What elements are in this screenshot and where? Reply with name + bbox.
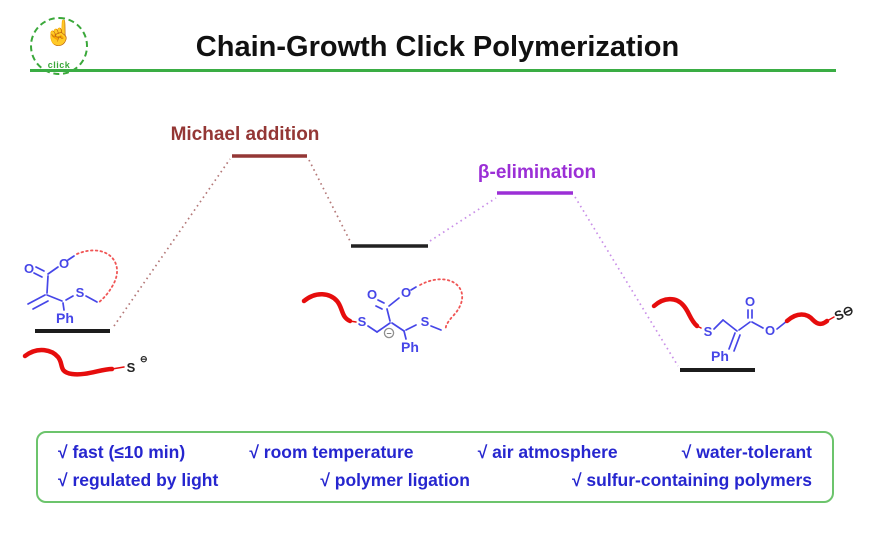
connector-ts1-to-intermediate (308, 159, 351, 242)
intermediate-phenyl-label: Ph (401, 339, 419, 355)
features-row-2: √ regulated by light √ polymer ligation … (38, 470, 832, 491)
product-carbonyl-O-label: O (745, 294, 755, 309)
thiolate-charge: ⊖ (140, 354, 148, 364)
header-divider (30, 69, 836, 72)
feature-polymer-ligation: √ polymer ligation (320, 470, 470, 490)
polymer-chain-red (301, 292, 353, 324)
energy-diagram: Michael addition β-elimination O O Ph S … (22, 124, 856, 377)
page-title: Chain-Growth Click Polymerization (195, 31, 680, 63)
feature-air-atmosphere: √ air atmosphere (477, 442, 618, 462)
intermediate-S-right-label: S (421, 314, 430, 329)
carbanion-charge: − (386, 329, 391, 339)
feature-room-temperature: √ room temperature (249, 442, 414, 462)
monomer-ring-arc (76, 249, 118, 304)
thiolate-S-label: S (127, 360, 136, 375)
beta-elimination-label: β-elimination (478, 162, 596, 183)
feature-fast: √ fast (≤10 min) (58, 442, 186, 462)
connector-reactant-to-ts1 (113, 158, 231, 327)
pointing-hand-icon: ☝ (44, 20, 74, 47)
product-ester-O-label: O (765, 323, 775, 338)
intermediate-ester-O-label: O (401, 285, 411, 300)
features-row-1: √ fast (≤10 min) √ room temperature √ ai… (38, 442, 832, 463)
polymer-chain-red (784, 312, 830, 327)
click-badge-label: click (47, 60, 71, 70)
feature-water-tolerant: √ water-tolerant (681, 442, 812, 462)
product-thiolate-end-label: S⊖ (832, 302, 856, 324)
monomer-S-label: S (76, 285, 85, 300)
feature-sulfur-containing-polymers: √ sulfur-containing polymers (571, 470, 812, 490)
monomer-carbonyl-O-label: O (24, 261, 34, 276)
monomer-phenyl-label: Ph (56, 310, 74, 326)
intermediate-carbonyl-O-label: O (367, 287, 377, 302)
intermediate-ring-arc (419, 278, 464, 330)
connector-ts2-to-product (574, 196, 679, 367)
features-box: √ fast (≤10 min) √ room temperature √ ai… (36, 431, 834, 503)
polymer-chain-red (651, 296, 700, 329)
michael-addition-label: Michael addition (171, 124, 320, 145)
product-phenyl-label: Ph (711, 348, 729, 364)
connector-intermediate-to-ts2 (429, 197, 497, 242)
carbanion-circle (383, 327, 395, 339)
structure-product: S Ph O O S⊖ (651, 294, 856, 364)
click-badge: ☝ click (30, 17, 88, 75)
intermediate-S-left-label: S (358, 314, 367, 329)
feature-regulated-by-light: √ regulated by light (58, 470, 219, 490)
structure-thiolate: S ⊖ (22, 347, 148, 377)
monomer-ester-O-label: O (59, 256, 69, 271)
structure-monomer: O O Ph S (24, 249, 118, 326)
structure-intermediate: S O O − Ph S (301, 278, 464, 355)
product-S-label: S (704, 324, 713, 339)
polymer-chain-red (22, 347, 115, 377)
